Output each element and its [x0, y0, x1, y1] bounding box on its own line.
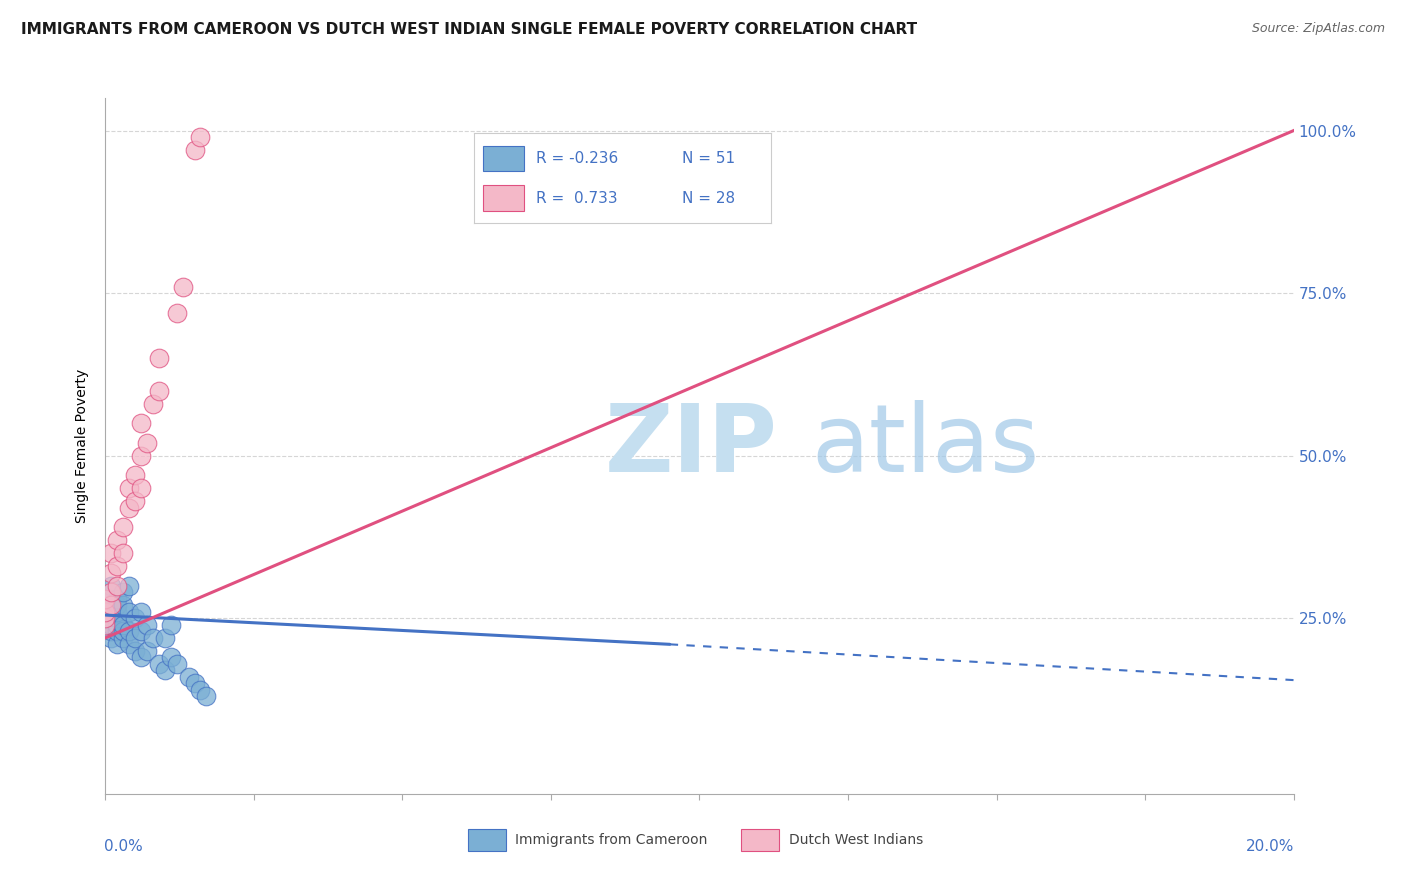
Point — [112, 624, 135, 639]
Point — [100, 624, 122, 639]
Point — [100, 605, 122, 619]
Point — [190, 130, 212, 145]
Point — [112, 585, 135, 599]
Point — [159, 650, 181, 665]
Point — [118, 481, 141, 495]
Point — [159, 617, 181, 632]
Bar — [741, 829, 779, 851]
Point — [100, 599, 122, 613]
Point — [124, 631, 146, 645]
Point — [129, 481, 152, 495]
Point — [142, 397, 165, 411]
Point — [94, 617, 117, 632]
Point — [100, 591, 122, 606]
Point — [148, 657, 170, 671]
Text: Immigrants from Cameroon: Immigrants from Cameroon — [516, 833, 707, 847]
Point — [105, 617, 128, 632]
Point — [100, 585, 122, 599]
Point — [112, 631, 135, 645]
Point — [94, 611, 117, 625]
Point — [94, 591, 117, 606]
Text: IMMIGRANTS FROM CAMEROON VS DUTCH WEST INDIAN SINGLE FEMALE POVERTY CORRELATION : IMMIGRANTS FROM CAMEROON VS DUTCH WEST I… — [21, 22, 917, 37]
Point — [166, 306, 188, 320]
Point — [94, 605, 117, 619]
Point — [118, 624, 141, 639]
Point — [124, 611, 146, 625]
Text: atlas: atlas — [811, 400, 1039, 492]
Point — [148, 351, 170, 366]
Point — [100, 617, 122, 632]
Text: Source: ZipAtlas.com: Source: ZipAtlas.com — [1251, 22, 1385, 36]
Point — [118, 605, 141, 619]
Point — [100, 611, 122, 625]
Point — [136, 435, 159, 450]
Point — [112, 520, 135, 534]
Point — [105, 599, 128, 613]
Point — [129, 624, 152, 639]
Point — [183, 143, 205, 157]
Point — [105, 637, 128, 651]
Point — [124, 644, 146, 658]
Point — [94, 611, 117, 625]
Point — [166, 657, 188, 671]
Point — [142, 631, 165, 645]
Point — [195, 690, 218, 704]
Point — [129, 449, 152, 463]
Point — [129, 650, 152, 665]
Point — [183, 676, 205, 690]
Point — [105, 579, 128, 593]
Point — [94, 605, 117, 619]
Point — [129, 605, 152, 619]
Point — [100, 546, 122, 560]
Point — [118, 579, 141, 593]
Point — [94, 617, 117, 632]
Point — [94, 599, 117, 613]
Point — [100, 599, 122, 613]
Point — [177, 670, 200, 684]
Point — [100, 579, 122, 593]
Point — [148, 384, 170, 398]
Bar — [468, 829, 506, 851]
Point — [94, 611, 117, 625]
Point — [118, 500, 141, 515]
Point — [105, 591, 128, 606]
Point — [172, 279, 194, 293]
Point — [112, 599, 135, 613]
Text: ZIP: ZIP — [605, 400, 778, 492]
Point — [100, 611, 122, 625]
Point — [105, 559, 128, 574]
Point — [105, 624, 128, 639]
Point — [112, 617, 135, 632]
Point — [94, 617, 117, 632]
Point — [105, 605, 128, 619]
Point — [105, 611, 128, 625]
Point — [190, 682, 212, 697]
Point — [100, 617, 122, 632]
Y-axis label: Single Female Poverty: Single Female Poverty — [76, 369, 90, 523]
Point — [124, 494, 146, 508]
Point — [153, 631, 176, 645]
Text: 20.0%: 20.0% — [1246, 839, 1295, 855]
Point — [124, 468, 146, 483]
Text: 0.0%: 0.0% — [104, 839, 143, 855]
Text: Dutch West Indians: Dutch West Indians — [789, 833, 922, 847]
Point — [136, 644, 159, 658]
Point — [105, 533, 128, 548]
Point — [136, 617, 159, 632]
Point — [153, 663, 176, 677]
Point — [118, 637, 141, 651]
Point — [100, 631, 122, 645]
Point — [129, 416, 152, 430]
Point — [100, 566, 122, 580]
Point — [112, 546, 135, 560]
